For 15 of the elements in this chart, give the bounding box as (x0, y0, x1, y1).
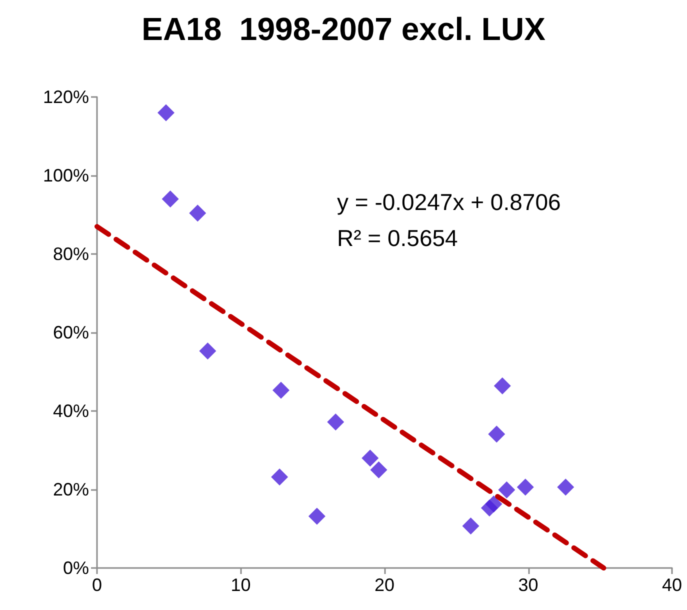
y-tick-label: 0% (62, 558, 89, 578)
y-tick-label: 80% (52, 244, 89, 264)
x-tick-label: 10 (230, 575, 251, 595)
y-tick-label: 40% (52, 401, 89, 421)
x-tick-label: 30 (518, 575, 538, 595)
annotation: R² = 0.5654 (337, 225, 458, 251)
y-tick-label: 100% (42, 166, 89, 186)
x-tick-label: 20 (374, 575, 395, 595)
annotation: y = -0.0247x + 0.8706 (337, 189, 561, 215)
y-tick-label: 60% (52, 322, 89, 342)
y-tick-label: 120% (42, 87, 89, 107)
chart-title: EA18 1998-2007 excl. LUX (142, 11, 546, 47)
x-tick-label: 40 (662, 575, 682, 595)
x-tick-label: 0 (92, 575, 102, 595)
y-tick-label: 20% (52, 480, 89, 500)
